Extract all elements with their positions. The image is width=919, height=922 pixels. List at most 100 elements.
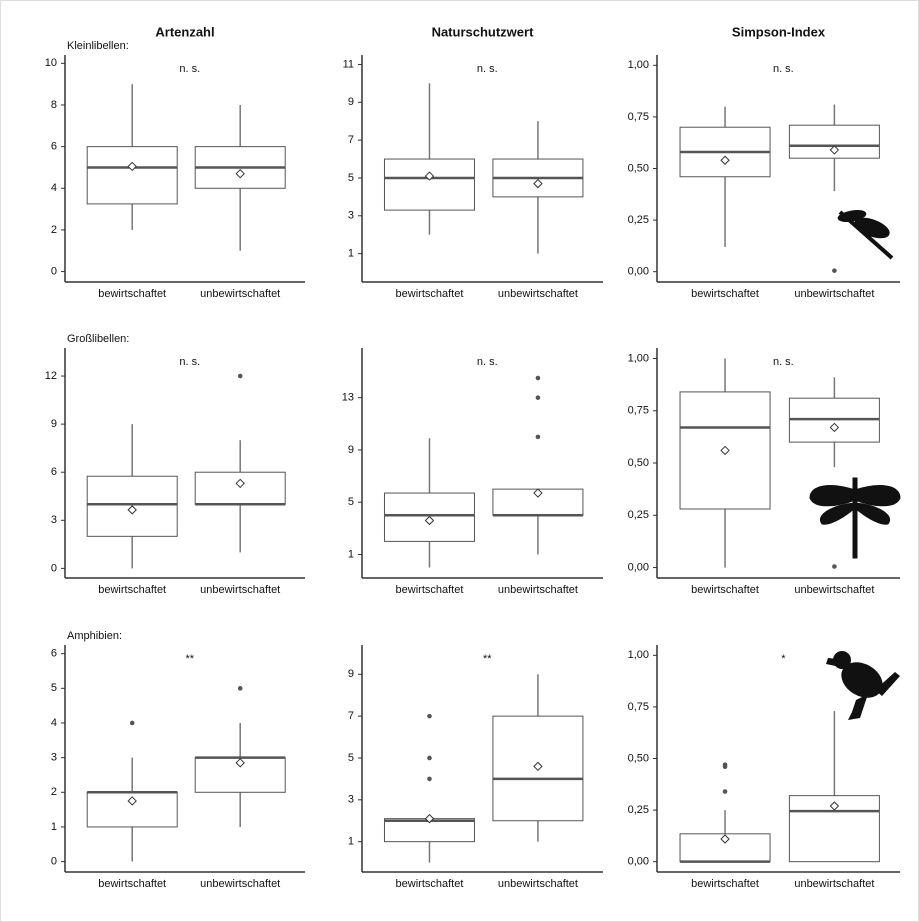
x-tick-label: unbewirtschaftet	[498, 584, 578, 596]
frog-icon	[826, 651, 900, 720]
y-tick-label: 1,00	[628, 649, 649, 661]
y-tick-label: 0,25	[628, 509, 649, 521]
x-tick-label: bewirtschaftet	[98, 288, 166, 300]
mean	[720, 834, 730, 844]
y-tick-label: 3	[51, 514, 57, 526]
mean	[424, 813, 435, 824]
y-tick-label: 13	[342, 392, 354, 404]
significance: n. s.	[179, 356, 200, 368]
mean	[829, 801, 840, 811]
outlier	[237, 373, 243, 379]
y-tick-label: 3	[348, 210, 354, 222]
column-title: Simpson-Index	[732, 24, 826, 39]
significance: n. s.	[773, 356, 794, 368]
outlier	[535, 375, 541, 381]
mean	[533, 488, 543, 498]
mean	[829, 145, 840, 155]
mean	[235, 478, 245, 489]
y-tick-label: 4	[51, 717, 57, 729]
x-tick-label: unbewirtschaftet	[200, 288, 280, 300]
y-tick-label: 0,25	[628, 214, 649, 226]
mean	[127, 796, 137, 806]
x-tick-label: bewirtschaftet	[396, 878, 464, 890]
significance: **	[483, 653, 492, 665]
y-tick-label: 7	[348, 134, 354, 146]
y-tick-label: 5	[348, 496, 354, 508]
x-tick-label: bewirtschaftet	[691, 584, 759, 596]
y-tick-label: 6	[51, 648, 57, 660]
outlier	[832, 268, 837, 273]
y-tick-label: 0	[51, 562, 57, 574]
x-tick-label: bewirtschaftet	[98, 878, 166, 890]
y-tick-label: 6	[51, 141, 57, 153]
y-tick-label: 8	[51, 99, 57, 111]
y-tick-label: 0,50	[628, 162, 649, 174]
y-tick-label: 5	[51, 682, 57, 694]
y-tick-label: 0,25	[628, 804, 649, 816]
significance: *	[781, 653, 786, 665]
y-tick-label: 9	[348, 96, 354, 108]
x-tick-label: unbewirtschaftet	[794, 288, 874, 300]
y-tick-label: 1	[348, 248, 354, 260]
mean	[235, 758, 245, 768]
row-label: Großlibellen:	[67, 333, 129, 345]
y-tick-label: 0,00	[628, 561, 649, 573]
outlier	[129, 720, 135, 726]
outlier	[722, 789, 728, 794]
mean	[533, 178, 543, 189]
y-tick-label: 0,00	[628, 856, 649, 868]
y-tick-label: 0,50	[628, 752, 649, 764]
significance: n. s.	[179, 63, 200, 75]
outlier	[535, 434, 541, 440]
column-title: Naturschutzwert	[432, 24, 535, 39]
x-tick-label: bewirtschaftet	[396, 288, 464, 300]
significance: n. s.	[477, 63, 498, 75]
y-tick-label: 1,00	[628, 59, 649, 71]
x-tick-label: unbewirtschaftet	[200, 878, 280, 890]
x-tick-label: unbewirtschaftet	[200, 584, 280, 596]
mean	[720, 445, 730, 456]
outlier	[237, 686, 243, 691]
significance: n. s.	[477, 356, 498, 368]
mean	[127, 161, 137, 172]
y-tick-label: 9	[348, 444, 354, 456]
y-tick-label: 0,00	[628, 266, 649, 278]
y-tick-label: 2	[51, 224, 57, 236]
y-tick-label: 0,75	[628, 111, 649, 123]
y-tick-label: 12	[45, 370, 57, 382]
x-tick-label: unbewirtschaftet	[794, 878, 874, 890]
x-tick-label: bewirtschaftet	[396, 584, 464, 596]
y-tick-label: 5	[348, 752, 354, 764]
y-tick-label: 0	[51, 856, 57, 868]
y-tick-label: 0	[51, 265, 57, 277]
outlier	[427, 755, 432, 761]
y-tick-label: 2	[51, 786, 57, 798]
outlier	[535, 395, 541, 400]
x-tick-label: bewirtschaftet	[98, 584, 166, 596]
row-label: Kleinlibellen:	[67, 40, 129, 52]
box	[194, 471, 286, 505]
y-tick-label: 3	[348, 794, 354, 806]
y-tick-label: 3	[51, 752, 57, 764]
y-tick-label: 10	[45, 57, 57, 69]
y-tick-label: 0,50	[628, 457, 649, 469]
y-tick-label: 0,75	[628, 701, 649, 713]
y-tick-label: 4	[51, 182, 57, 194]
x-tick-label: bewirtschaftet	[691, 288, 759, 300]
outlier	[427, 713, 432, 719]
x-tick-label: unbewirtschaftet	[498, 288, 578, 300]
y-tick-label: 11	[343, 58, 354, 70]
box	[383, 158, 475, 211]
mean	[424, 171, 435, 181]
mean	[829, 422, 840, 433]
damselfly-icon	[837, 210, 894, 260]
y-tick-label: 1	[51, 821, 57, 833]
outlier	[722, 762, 728, 767]
row-label: Amphibien:	[67, 630, 122, 642]
y-tick-label: 9	[51, 418, 57, 430]
y-tick-label: 1,00	[628, 352, 649, 364]
mean	[424, 515, 435, 526]
y-tick-label: 0,75	[628, 405, 649, 417]
